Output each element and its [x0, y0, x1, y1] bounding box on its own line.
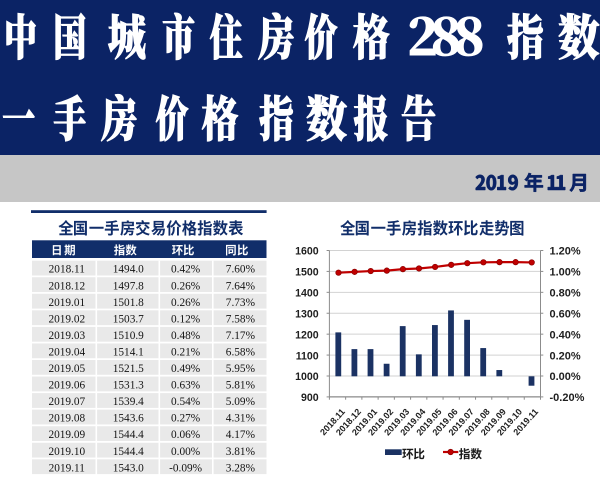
svg-text:1500: 1500: [295, 267, 319, 279]
svg-text:0.49%: 0.49%: [171, 363, 201, 375]
svg-text:2019.06: 2019.06: [48, 380, 85, 392]
svg-text:0.80%: 0.80%: [550, 288, 581, 300]
svg-text:2019.08: 2019.08: [48, 413, 85, 425]
svg-text:0.54%: 0.54%: [171, 396, 201, 408]
svg-text:1000: 1000: [295, 371, 319, 383]
svg-text:1510.9: 1510.9: [113, 330, 144, 342]
svg-text:900: 900: [301, 392, 319, 404]
svg-text:1543.0: 1543.0: [113, 462, 144, 474]
svg-text:-0.09%: -0.09%: [169, 462, 203, 474]
svg-text:0.60%: 0.60%: [550, 308, 581, 320]
svg-text:2019.07: 2019.07: [48, 396, 85, 408]
svg-text:5.95%: 5.95%: [226, 363, 256, 375]
svg-text:1100: 1100: [296, 350, 319, 362]
svg-text:2018.11: 2018.11: [49, 264, 85, 276]
svg-text:1400: 1400: [295, 288, 319, 300]
svg-text:1497.8: 1497.8: [113, 280, 144, 292]
svg-text:1300: 1300: [295, 308, 319, 320]
svg-text:2019.03: 2019.03: [48, 330, 85, 342]
svg-text:5.09%: 5.09%: [226, 396, 256, 408]
svg-text:5.81%: 5.81%: [226, 380, 256, 392]
svg-text:2019.02: 2019.02: [48, 313, 85, 325]
svg-text:1544.4: 1544.4: [113, 429, 144, 441]
svg-text:0.21%: 0.21%: [171, 346, 201, 358]
svg-text:0.12%: 0.12%: [171, 313, 201, 325]
svg-text:0.48%: 0.48%: [171, 330, 201, 342]
svg-text:1544.4: 1544.4: [113, 446, 144, 458]
svg-text:0.26%: 0.26%: [171, 280, 201, 292]
svg-text:2019.09: 2019.09: [48, 429, 85, 441]
svg-text:0.63%: 0.63%: [171, 380, 201, 392]
svg-text:1539.4: 1539.4: [113, 396, 144, 408]
svg-text:0.00%: 0.00%: [550, 371, 581, 383]
svg-text:2019.10: 2019.10: [48, 446, 85, 458]
svg-text:7.58%: 7.58%: [226, 313, 256, 325]
svg-text:0.06%: 0.06%: [171, 429, 201, 441]
svg-text:2019.01: 2019.01: [48, 297, 85, 309]
svg-text:0.20%: 0.20%: [550, 350, 581, 362]
svg-text:2019.05: 2019.05: [48, 363, 85, 375]
svg-text:7.60%: 7.60%: [226, 264, 256, 276]
svg-text:2019.04: 2019.04: [48, 346, 85, 358]
svg-text:1503.7: 1503.7: [113, 313, 144, 325]
svg-text:0.26%: 0.26%: [171, 297, 201, 309]
svg-text:7.64%: 7.64%: [226, 280, 256, 292]
svg-text:1514.1: 1514.1: [113, 346, 144, 358]
svg-text:-0.20%: -0.20%: [550, 392, 585, 404]
svg-text:7.73%: 7.73%: [226, 297, 256, 309]
svg-text:2018.12: 2018.12: [48, 280, 85, 292]
svg-text:4.31%: 4.31%: [226, 413, 256, 425]
svg-text:4.17%: 4.17%: [226, 429, 256, 441]
svg-text:0.00%: 0.00%: [171, 446, 201, 458]
svg-text:1.20%: 1.20%: [550, 246, 581, 258]
svg-text:1501.8: 1501.8: [113, 297, 144, 309]
svg-text:1494.0: 1494.0: [113, 264, 144, 276]
svg-text:1600: 1600: [295, 246, 319, 258]
svg-text:0.42%: 0.42%: [171, 264, 201, 276]
svg-text:0.40%: 0.40%: [550, 329, 581, 341]
svg-text:1531.3: 1531.3: [113, 380, 144, 392]
svg-text:1543.6: 1543.6: [113, 413, 144, 425]
svg-text:1.00%: 1.00%: [550, 267, 581, 279]
svg-text:0.27%: 0.27%: [171, 413, 201, 425]
svg-text:1200: 1200: [295, 329, 319, 341]
svg-text:1521.5: 1521.5: [113, 363, 144, 375]
svg-text:3.81%: 3.81%: [226, 446, 256, 458]
svg-text:3.28%: 3.28%: [226, 462, 256, 474]
svg-text:6.58%: 6.58%: [226, 346, 256, 358]
svg-text:2019.11: 2019.11: [49, 462, 85, 474]
svg-text:7.17%: 7.17%: [226, 330, 256, 342]
